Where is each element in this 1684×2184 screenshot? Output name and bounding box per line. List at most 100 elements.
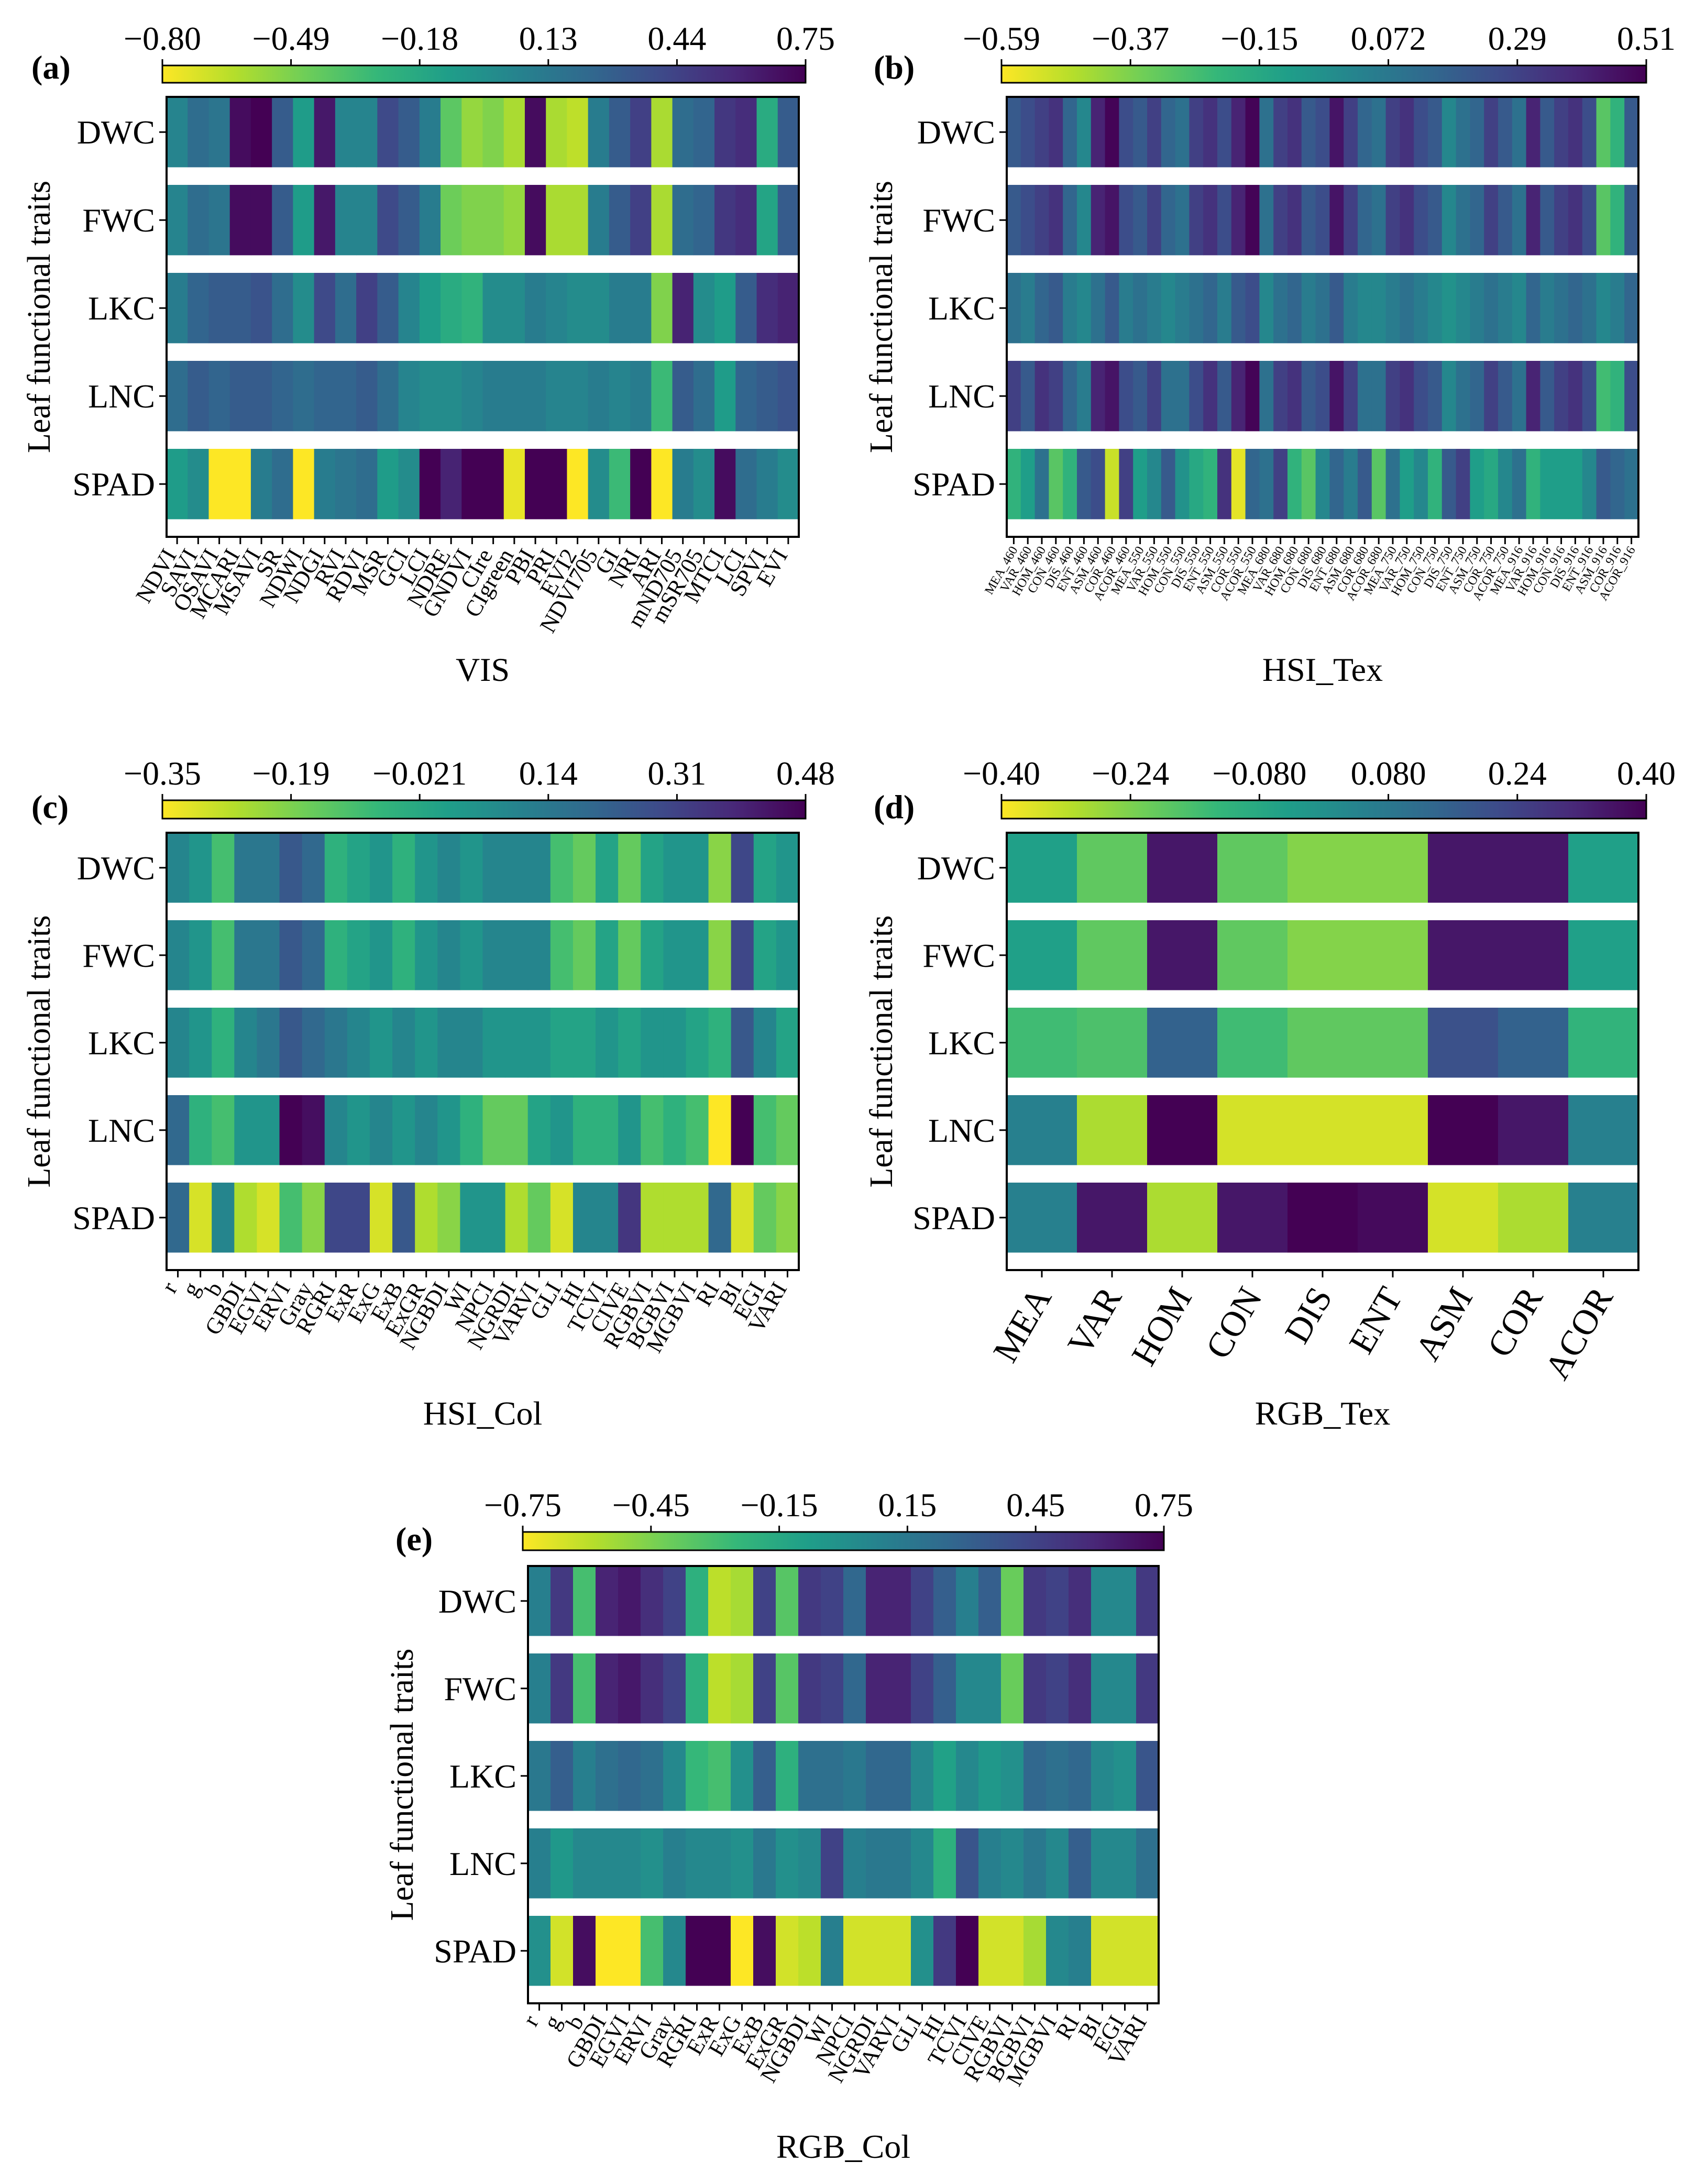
heatmap-cell xyxy=(753,1741,776,1811)
heatmap-cell xyxy=(776,920,799,990)
heatmap-cell xyxy=(753,920,777,990)
heatmap-cell xyxy=(756,185,778,256)
panel-label: (e) xyxy=(395,1520,433,1558)
heatmap-cell xyxy=(1582,361,1597,432)
heatmap-cell xyxy=(735,97,757,168)
heatmap-cell xyxy=(356,449,378,520)
heatmap-cell xyxy=(377,273,399,344)
heatmap-cell xyxy=(843,1916,866,1986)
heatmap-cell xyxy=(527,1095,551,1165)
heatmap-cell xyxy=(1414,449,1428,520)
heatmap-cell xyxy=(933,1653,956,1724)
heatmap-cell xyxy=(1007,1183,1077,1253)
colorbar-tick-label: −0.80 xyxy=(124,20,201,57)
heatmap-cell xyxy=(1624,97,1639,168)
heatmap-cell xyxy=(234,1095,258,1165)
heatmap-cell xyxy=(482,1008,506,1078)
heatmap-cell xyxy=(1217,361,1232,432)
heatmap-cell xyxy=(415,1095,438,1165)
heatmap-cell xyxy=(551,1653,574,1724)
heatmap-cell xyxy=(1114,1828,1137,1899)
heatmap-cell xyxy=(756,273,778,344)
heatmap-cell xyxy=(596,1566,619,1636)
heatmap-cell xyxy=(1582,273,1597,344)
heatmap-cell xyxy=(1063,97,1077,168)
heatmap-cell xyxy=(1114,1916,1137,1986)
heatmap-cell xyxy=(167,97,188,168)
heatmap-cell xyxy=(731,1828,754,1899)
heatmap-cell xyxy=(460,1183,483,1253)
heatmap-cell xyxy=(956,1916,979,1986)
heatmap-cell xyxy=(1624,185,1639,256)
heatmap-cell xyxy=(1203,449,1218,520)
row-label: FWC xyxy=(82,202,155,239)
heatmap-cell xyxy=(756,449,778,520)
heatmap-cell xyxy=(1069,1653,1092,1724)
heatmap-cell xyxy=(1136,1566,1159,1636)
heatmap-cell xyxy=(347,833,370,903)
heatmap-cell xyxy=(503,273,525,344)
heatmap-cell xyxy=(1136,1916,1159,1986)
heatmap-cell xyxy=(596,1008,619,1078)
heatmap-cell xyxy=(1217,1183,1288,1253)
row-label: LNC xyxy=(449,1845,516,1882)
colorbar-tick-label: 0.24 xyxy=(1488,755,1547,792)
heatmap-cell xyxy=(776,1008,799,1078)
heatmap-cell xyxy=(776,1183,799,1253)
colorbar-tick-label: −0.75 xyxy=(484,1486,562,1524)
heatmap-cell xyxy=(753,1095,777,1165)
heatmap-cell xyxy=(663,1828,686,1899)
heatmap-cell xyxy=(933,1566,956,1636)
heatmap-cell xyxy=(731,833,754,903)
heatmap-cell xyxy=(708,833,732,903)
heatmap-cell xyxy=(1007,1095,1077,1165)
heatmap-cell xyxy=(641,1828,664,1899)
heatmap-cell xyxy=(1001,1828,1024,1899)
row-label: SPAD xyxy=(912,466,995,503)
heatmap-cell xyxy=(1301,273,1316,344)
heatmap-cell xyxy=(888,1828,911,1899)
heatmap-cell xyxy=(1007,920,1077,990)
heatmap-cell xyxy=(618,1183,641,1253)
heatmap-cell xyxy=(505,833,529,903)
heatmap-cell xyxy=(1245,361,1260,432)
heatmap-cell xyxy=(1456,273,1470,344)
heatmap-cell xyxy=(1512,449,1527,520)
heatmap-cell xyxy=(1385,97,1400,168)
heatmap-cell xyxy=(843,1566,866,1636)
colorbar-tick-label: 0.14 xyxy=(519,755,578,792)
heatmap-cell xyxy=(419,185,441,256)
heatmap-cell xyxy=(257,1095,280,1165)
heatmap-cell xyxy=(1568,1008,1639,1078)
heatmap-cell xyxy=(1596,185,1611,256)
heatmap-cell xyxy=(573,1566,596,1636)
heatmap-cell xyxy=(956,1741,979,1811)
heatmap-cell xyxy=(460,920,483,990)
heatmap-cell xyxy=(503,449,525,520)
heatmap-cell xyxy=(708,1566,731,1636)
heatmap-cell xyxy=(1133,97,1148,168)
heatmap-cell xyxy=(437,920,460,990)
heatmap-cell xyxy=(1441,185,1457,256)
y-axis-label: Leaf functional traits xyxy=(864,181,899,453)
heatmap-cell xyxy=(460,833,483,903)
heatmap-cell xyxy=(1147,185,1162,256)
heatmap-cell xyxy=(189,1008,212,1078)
heatmap-cell xyxy=(551,1741,574,1811)
heatmap-cell xyxy=(753,1183,777,1253)
heatmap-cell xyxy=(1175,273,1190,344)
heatmap-cell xyxy=(1007,361,1021,432)
heatmap-cell xyxy=(588,449,610,520)
heatmap-cell xyxy=(1400,273,1414,344)
heatmap-cell xyxy=(1568,97,1583,168)
heatmap-cell xyxy=(1596,97,1611,168)
heatmap-cell xyxy=(1610,185,1625,256)
heatmap-cell xyxy=(776,1653,799,1724)
heatmap-cell xyxy=(1400,449,1414,520)
heatmap-cell xyxy=(1259,97,1274,168)
heatmap-cell xyxy=(588,273,610,344)
heatmap-cell xyxy=(1069,1916,1092,1986)
panel-d: (d) −0.40 −0.24 −0.080 0.080 0.24 0.40 DWC FWC LK… xyxy=(864,755,1676,1432)
heatmap-cell xyxy=(1147,1008,1218,1078)
heatmap-cell xyxy=(1498,920,1569,990)
